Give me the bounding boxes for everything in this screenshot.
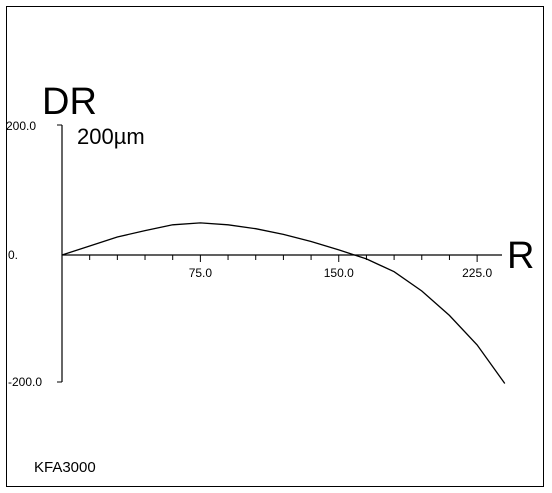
chart-frame [6,6,544,487]
y-axis-title: DR [42,81,97,123]
y-tick-label-bottom: -200.0 [8,375,42,389]
x-tick-labels: 75.0 150.0 225.0 [189,266,493,280]
y-tick-label-zero: 0. [8,248,18,262]
x-tick-label: 150.0 [324,266,354,280]
x-axis-title: R [507,235,534,277]
x-minor-ticks [89,255,478,262]
model-label: KFA3000 [34,459,96,476]
x-tick-label: 225.0 [462,266,492,280]
series-curve [61,222,506,384]
y-tick-label-top: 200.0 [6,119,36,133]
x-tick-label: 75.0 [189,266,213,280]
scale-unit-label: 200µm [77,124,145,149]
